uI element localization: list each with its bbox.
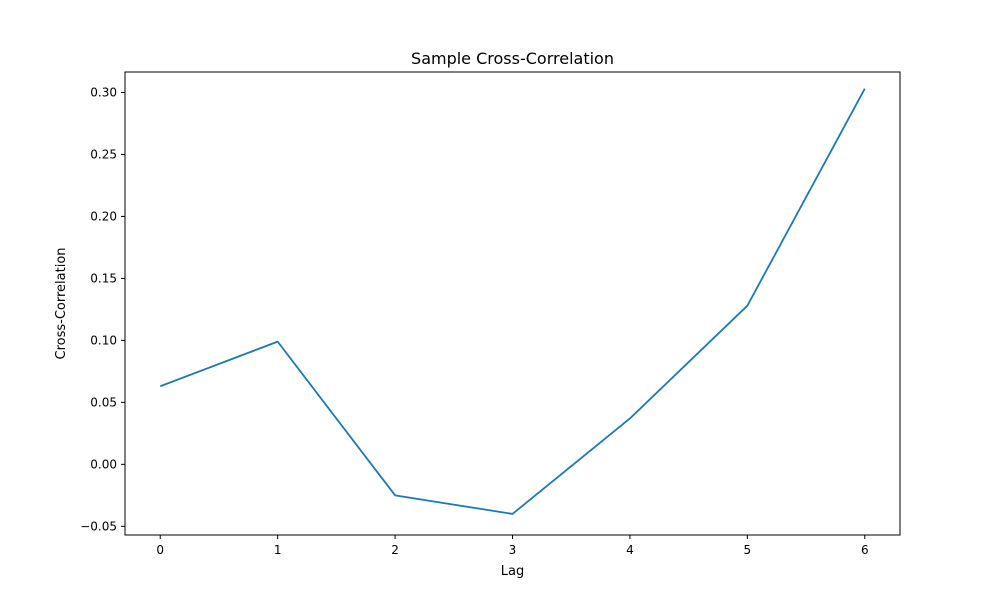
x-tick-label: 6 [861, 543, 869, 557]
y-tick-label: 0.05 [90, 395, 117, 409]
x-tick-label: 4 [626, 543, 634, 557]
x-tick-label: 5 [744, 543, 752, 557]
plot-frame [124, 71, 901, 536]
plot-layer: 0 1 2 3 4 5 6 −0.05 0.00 0.05 0.10 0.15 0.20 0.25 0.30 [80, 85, 868, 557]
x-tick-label: 2 [391, 543, 399, 557]
chart-title: Sample Cross-Correlation [411, 49, 614, 68]
x-tick-label: 0 [156, 543, 164, 557]
y-tick-label: 0.10 [90, 333, 117, 347]
y-tick-label: 0.25 [90, 147, 117, 161]
x-tick-label: 3 [509, 543, 517, 557]
y-tick-label: 0.30 [90, 85, 117, 99]
y-axis-label: Cross-Correlation [54, 247, 69, 359]
y-tick-label: −0.05 [80, 519, 117, 533]
y-tick-label: 0.15 [90, 271, 117, 285]
series-line [159, 88, 866, 515]
x-axis-label: Lag [501, 564, 524, 579]
y-tick-label: 0.00 [90, 457, 117, 471]
x-tick-label: 1 [274, 543, 282, 557]
y-tick-label: 0.20 [90, 209, 117, 223]
